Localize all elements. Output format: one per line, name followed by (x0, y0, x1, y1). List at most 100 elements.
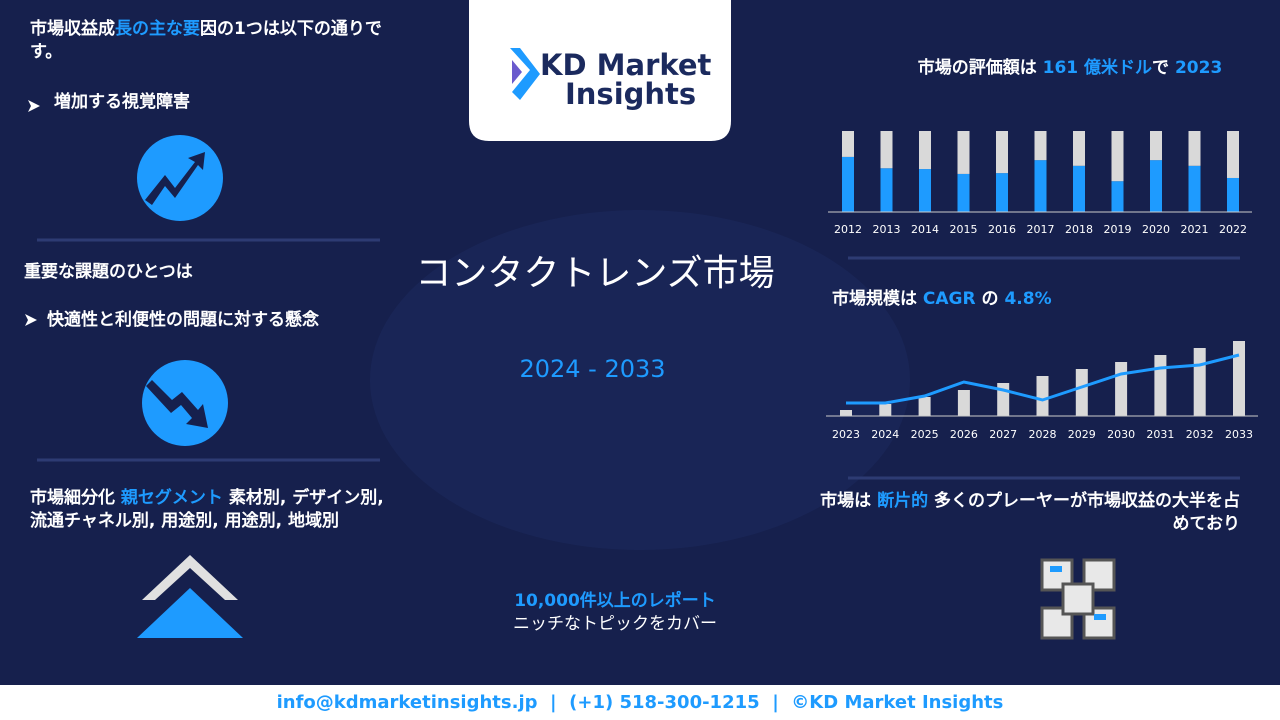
text-part: 4.8% (1004, 289, 1052, 309)
bar-segment (919, 169, 931, 212)
text-part: CAGR (922, 289, 976, 309)
segment-icon (142, 555, 238, 600)
x-tick-label: 2014 (911, 223, 939, 236)
bar (1115, 362, 1128, 416)
growth-icon (137, 135, 223, 221)
challenge-icon-arrow (146, 380, 208, 428)
text-part: 親セグメント (120, 488, 223, 508)
bar-segment (1034, 131, 1047, 161)
x-tick-label: 2033 (1225, 428, 1253, 441)
segmentation-text: 市場細分化 親セグメント 素材別, デザイン別, 流通チャネル別, 用途別, 用… (30, 487, 400, 533)
bar-segment (880, 168, 893, 212)
bar-segment (1073, 131, 1085, 166)
text-part: 多くのプレーヤーが市場収益の大半を占めており (928, 491, 1240, 534)
bar (1036, 376, 1049, 416)
bullet (25, 314, 37, 326)
bar-segment (919, 131, 931, 170)
canvas: KD Market Insights 2012 2013 2014 2015 2016 2… (25, 0, 1258, 640)
bar-segment (842, 131, 854, 157)
logo-mark (510, 48, 540, 100)
bar-segment (842, 156, 854, 212)
period: 2024 - 2033 (519, 355, 666, 383)
challenge-item: 快適性と利便性の問題に対する懸念 (47, 310, 319, 330)
bar-segment (1188, 165, 1201, 212)
bar-segment (1111, 181, 1124, 212)
bar (1193, 348, 1206, 416)
bar-segment (1188, 131, 1201, 166)
x-tick-label: 2032 (1186, 428, 1214, 441)
coverage: ニッチなトピックをカバー (513, 614, 717, 634)
driver-item: 増加する視覚障害 (54, 92, 190, 112)
bar-segment (1150, 160, 1162, 212)
bar-segment (1111, 131, 1124, 182)
text-part: の (975, 289, 1005, 309)
x-tick-label: 2025 (911, 428, 939, 441)
bar (1233, 341, 1245, 416)
world-map (370, 210, 910, 550)
valuation-heading: 市場の評価額は 161 億米ドルで 2023 (860, 57, 1280, 80)
logo-box (469, 0, 731, 141)
x-tick-label: 2030 (1107, 428, 1135, 441)
bar-segment (957, 173, 970, 212)
text-part: 市場は (820, 491, 878, 511)
x-tick-label: 2024 (871, 428, 899, 441)
x-tick-label: 2028 (1029, 428, 1057, 441)
x-tick-label: 2022 (1219, 223, 1247, 236)
text-part: 161 億米ドル (1042, 58, 1153, 78)
cagr-heading: 市場規模は CAGR の 4.8% (832, 288, 1052, 311)
bar (840, 410, 852, 416)
challenges-heading: 重要な課題のひとつは (24, 262, 193, 282)
bar-segment (996, 131, 1008, 174)
x-tick-label: 2016 (988, 223, 1016, 236)
bullet (28, 100, 40, 112)
drivers-heading: 市場収益成長の主な要因の1つは以下の通りです。 (30, 18, 410, 64)
text-part: 市場収益成 (30, 19, 115, 39)
bar (1154, 355, 1167, 416)
bar-segment (996, 173, 1008, 212)
bar-segment (957, 131, 970, 174)
x-tick-label: 2020 (1142, 223, 1170, 236)
fragmented-text: 市場は 断片的 多くのプレーヤーが市場収益の大半を占めており (815, 490, 1240, 536)
bar-segment (1150, 131, 1162, 161)
text-part: 因の1つは以下の通りです。 (30, 19, 382, 62)
footer: info@kdmarketinsights.jp | (+1) 518-300-… (0, 685, 1280, 720)
market-title: コンタクトレンズ市場 (415, 253, 775, 294)
x-tick-label: 2012 (834, 223, 862, 236)
text-part: 市場細分化 (30, 488, 121, 508)
bar-segment (1227, 177, 1239, 212)
segment-icon (137, 588, 243, 638)
cube-icon (1040, 558, 1116, 640)
growth-icon-arrow (145, 152, 205, 205)
x-tick-label: 2013 (873, 223, 901, 236)
x-tick-label: 2023 (832, 428, 860, 441)
text-part: 2023 (1174, 58, 1223, 78)
x-tick-label: 2015 (950, 223, 978, 236)
x-tick-label: 2017 (1027, 223, 1055, 236)
bar-segment (1034, 160, 1047, 212)
bar-segment (880, 131, 893, 169)
logo-text: Insights (565, 77, 696, 111)
text-part: 断片的 (877, 491, 929, 511)
text-part: 市場の評価額は (917, 58, 1043, 78)
bar (918, 397, 931, 416)
x-tick-label: 2026 (950, 428, 978, 441)
text-part: 長の主な要 (115, 19, 200, 39)
trend-line (846, 353, 1240, 405)
bar (957, 390, 970, 416)
text-part: 素材別, デザイン別, 流通チャネル別, 用途別, 用途別, 地域別 (30, 488, 390, 531)
x-tick-label: 2029 (1068, 428, 1096, 441)
reports: 10,000件以上のレポート (514, 591, 716, 611)
text-part: で (1152, 58, 1175, 78)
logo-mark (512, 60, 522, 84)
text-part: 市場規模は (832, 289, 923, 309)
x-tick-label: 2031 (1146, 428, 1174, 441)
bar (879, 404, 892, 416)
x-tick-label: 2021 (1181, 223, 1209, 236)
x-tick-label: 2027 (989, 428, 1017, 441)
x-tick-label: 2019 (1104, 223, 1132, 236)
bar-segment (1073, 165, 1085, 212)
bar-segment (1227, 131, 1239, 178)
bar (1075, 369, 1088, 416)
x-tick-label: 2018 (1065, 223, 1093, 236)
